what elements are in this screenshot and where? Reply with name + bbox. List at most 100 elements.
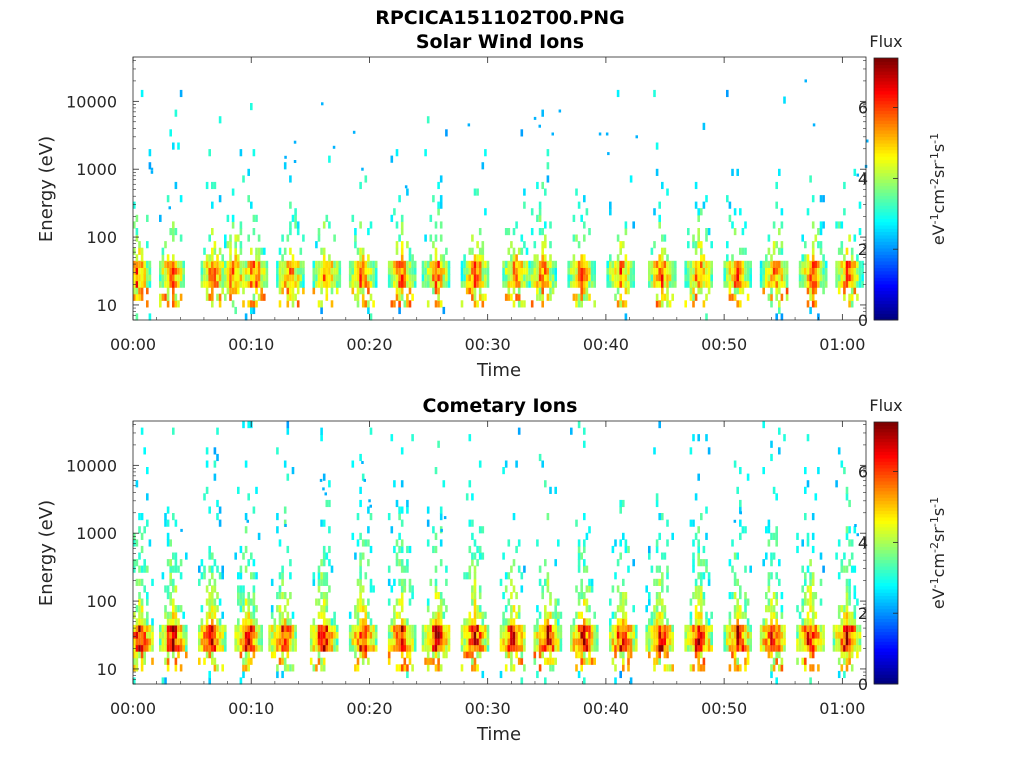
heat-cell [593, 300, 596, 308]
heat-cell [655, 611, 659, 619]
colorbar-segment [874, 422, 898, 426]
heat-cell [684, 267, 687, 275]
heat-cell [208, 598, 211, 606]
heat-cell [707, 631, 711, 639]
heat-cell [424, 260, 427, 268]
heat-cell [577, 651, 581, 659]
heat-cell [541, 644, 544, 652]
heat-cell [252, 506, 256, 514]
heat-cell [315, 638, 318, 646]
heat-cell [434, 585, 438, 593]
heat-cell [242, 260, 245, 268]
heat-cell [372, 300, 375, 308]
heat-cell [166, 254, 170, 262]
heat-cell [710, 241, 713, 249]
heat-cell [614, 293, 617, 301]
heat-cell [632, 267, 635, 275]
heat-cell [242, 300, 245, 308]
colorbar-segment [874, 139, 898, 144]
heat-cell [252, 605, 256, 613]
spectrogram-cells [133, 421, 862, 685]
heat-cell [164, 241, 167, 249]
heat-cell [739, 208, 742, 216]
heat-cell [255, 638, 258, 646]
heat-cell [424, 657, 427, 665]
heat-cell [843, 624, 846, 632]
heat-cell [138, 605, 141, 613]
heat-cell [770, 300, 773, 308]
heat-cell [512, 618, 516, 626]
heat-cell [512, 260, 516, 268]
heat-cell [580, 274, 583, 282]
heat-cell [140, 254, 144, 262]
heat-cell [770, 453, 773, 462]
heat-cell [622, 657, 625, 665]
heat-cell [520, 624, 524, 632]
heat-cell [367, 267, 370, 275]
heat-cell [515, 293, 518, 301]
heat-cell [140, 644, 144, 652]
heat-cell [767, 519, 771, 527]
heat-cell [148, 631, 152, 639]
heat-cell [439, 506, 443, 514]
heat-cell [356, 260, 360, 268]
heat-cell [845, 565, 849, 573]
sparse-point [363, 478, 366, 482]
heat-cell [270, 638, 274, 646]
heat-cell [775, 618, 778, 626]
heat-cell [281, 651, 284, 659]
heat-cell [390, 274, 394, 282]
heat-cell [169, 280, 172, 288]
heat-cell [544, 274, 547, 282]
heat-cell [439, 624, 443, 632]
heat-cell [840, 605, 844, 613]
heat-cell [588, 657, 591, 665]
heat-cell [413, 280, 417, 288]
heat-cell [174, 228, 178, 236]
heat-cell [538, 214, 542, 222]
heat-cell [585, 287, 589, 295]
heat-cell [856, 638, 859, 646]
heat-cell [426, 631, 430, 639]
heat-cell [213, 280, 217, 288]
heat-cell [442, 651, 446, 659]
heat-cell [668, 664, 672, 672]
heat-cell [286, 300, 290, 308]
heat-cell [835, 624, 838, 632]
heat-cell [302, 280, 305, 288]
heat-cell [413, 631, 417, 639]
heat-cell [237, 638, 240, 646]
figure-title: RPCICA151102T00.PNG [375, 7, 625, 29]
heat-cell [510, 260, 513, 268]
heat-cell [473, 539, 477, 547]
heat-cell [590, 644, 594, 652]
colorbar-segment [874, 71, 898, 75]
heat-cell [705, 267, 708, 275]
heat-cell [330, 300, 334, 308]
heat-cell [257, 274, 261, 282]
heat-cell [239, 624, 243, 632]
heat-cell [432, 638, 435, 646]
x-tick-label: 00:20 [346, 335, 392, 354]
heat-cell [172, 254, 175, 262]
heat-cell [804, 486, 807, 494]
heat-cell [320, 287, 323, 295]
heat-cell [770, 280, 773, 288]
heat-cell [140, 247, 144, 255]
heat-cell [684, 638, 687, 646]
heat-cell [140, 280, 144, 288]
heat-cell [705, 559, 708, 567]
heat-cell [356, 598, 360, 606]
heat-cell [247, 651, 250, 659]
heat-cell [471, 644, 474, 652]
heat-cell [588, 651, 591, 659]
heat-cell [169, 638, 172, 646]
heat-cell [653, 260, 656, 268]
heat-cell [218, 572, 222, 580]
heat-cell [239, 267, 243, 275]
colorbar-tick-label: 0 [858, 311, 868, 330]
heat-cell [426, 300, 430, 308]
heat-cell [151, 578, 154, 586]
heat-cell [692, 287, 695, 295]
heat-cell [481, 552, 485, 560]
